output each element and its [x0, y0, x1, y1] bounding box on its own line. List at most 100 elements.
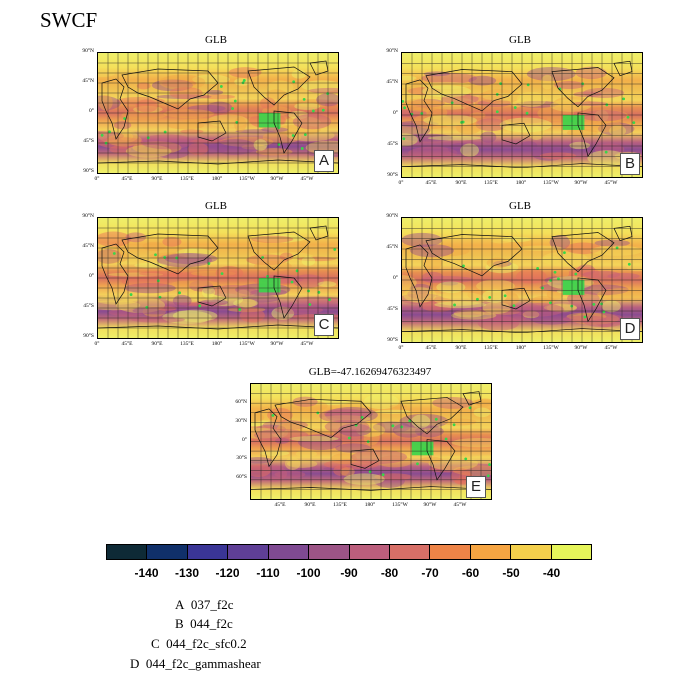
tick-label: 45°W	[604, 345, 618, 351]
legend-key: D	[130, 656, 140, 671]
tick-label: 60°N	[235, 398, 247, 405]
tick-label: 135°E	[180, 176, 194, 182]
tick-label: 180°	[515, 180, 527, 186]
tick-label: 0°	[94, 176, 100, 182]
colorbar-label: -50	[502, 566, 520, 580]
tick-label: 30°N	[235, 417, 247, 424]
panel-b-map	[401, 52, 643, 178]
tick-label: 90°W	[574, 180, 588, 186]
legend-key: A	[175, 597, 185, 612]
tick-label: 45°E	[121, 341, 133, 347]
tick-label: 45°W	[604, 180, 618, 186]
legend-item-c: C 044_f2c_sfc0.2	[151, 636, 247, 652]
tick-label: 180°	[364, 502, 376, 508]
tick-label: 45°E	[121, 176, 133, 182]
tick-label: 90°W	[270, 176, 284, 182]
tick-label: 45°N	[386, 244, 398, 250]
panel-a-title: GLB	[205, 34, 227, 46]
panel-d-map	[401, 217, 643, 343]
tick-label: 90°W	[270, 341, 284, 347]
tick-label: 90°E	[151, 176, 163, 182]
tick-label: 90°S	[83, 333, 94, 339]
tick-label: 135°E	[180, 341, 194, 347]
panel-e-map	[250, 383, 492, 500]
tick-label: 135°W	[543, 180, 559, 186]
tick-label: 45°N	[386, 79, 398, 85]
colorbar-label: -80	[380, 566, 399, 580]
tick-label: 90°N	[82, 213, 94, 219]
tick-label: 0°	[393, 275, 398, 281]
tick-label: 45°S	[83, 138, 94, 144]
tick-label: 0°	[242, 436, 247, 443]
colorbar-swatch	[147, 545, 188, 559]
tick-label: 90°N	[386, 213, 398, 219]
tick-label: 45°S	[387, 306, 398, 312]
colorbar-swatch	[309, 545, 350, 559]
tick-label: 135°W	[392, 502, 408, 508]
panel-c-map	[97, 217, 339, 339]
legend-name: 037_f2c	[190, 597, 234, 612]
tick-label: 45°W	[300, 341, 314, 347]
legend-item-a: A 037_f2c	[175, 597, 234, 613]
tick-label: 30°S	[236, 455, 247, 462]
tick-label: 90°W	[574, 345, 588, 351]
tick-label: 45°E	[274, 502, 286, 508]
colorbar-swatch	[349, 545, 390, 559]
colorbar-label: -130	[174, 566, 200, 580]
colorbar-swatch	[187, 545, 229, 559]
legend-name: 044_f2c_sfc0.2	[166, 636, 247, 651]
tick-label: 0°	[94, 341, 100, 347]
colorbar-swatch	[107, 545, 148, 559]
panel-c-title: GLB	[205, 200, 227, 212]
tick-label: 90°E	[455, 345, 467, 351]
tick-label: 180°	[211, 176, 223, 182]
colorbar-label: -60	[461, 566, 480, 580]
tick-label: 135°E	[484, 180, 498, 186]
tick-label: 180°	[515, 345, 527, 351]
panel-b-title: GLB	[509, 34, 531, 46]
colorbar-swatch	[228, 545, 269, 559]
tick-label: 90°S	[387, 172, 398, 178]
legend-item-d: D 044_f2c_gammashear	[130, 656, 261, 672]
tick-label: 180°	[211, 341, 223, 347]
legend-key: B	[175, 616, 184, 631]
panel-c-letter: C	[314, 314, 334, 336]
panel-a-map	[97, 52, 339, 174]
tick-label: 135°W	[239, 176, 255, 182]
colorbar	[106, 544, 592, 560]
tick-label: 0°	[398, 180, 404, 186]
legend-key: C	[151, 636, 160, 651]
tick-label: 90°N	[82, 48, 94, 54]
tick-label: 45°W	[300, 176, 314, 182]
tick-label: 135°W	[543, 345, 559, 351]
panel-e-letter: E	[466, 476, 486, 498]
colorbar-swatch	[551, 545, 592, 559]
colorbar-label: -100	[296, 566, 321, 580]
tick-label: 90°S	[83, 168, 94, 174]
colorbar-label: -40	[542, 566, 561, 580]
colorbar-swatch	[430, 545, 471, 559]
tick-label: 135°E	[484, 345, 498, 351]
tick-label: 45°N	[82, 78, 94, 84]
tick-label: 90°E	[151, 341, 163, 347]
tick-label: 0°	[393, 110, 398, 116]
tick-label: 90°S	[387, 337, 398, 343]
tick-label: 135°W	[239, 341, 255, 347]
tick-label: 45°E	[425, 345, 437, 351]
tick-label: 45°S	[83, 303, 94, 309]
tick-label: 0°	[398, 345, 404, 351]
tick-label: 0°	[89, 273, 94, 279]
panel-d-title: GLB	[509, 200, 531, 212]
tick-label: 60°S	[236, 474, 247, 481]
tick-label: 0°	[89, 108, 94, 114]
colorbar-label: -70	[421, 566, 439, 580]
panel-d-letter: D	[620, 318, 640, 340]
colorbar-swatch	[470, 545, 512, 559]
tick-label: 45°S	[387, 141, 398, 147]
tick-label: 45°E	[425, 180, 437, 186]
legend-name: 044_f2c	[190, 616, 233, 631]
colorbar-swatch	[268, 545, 310, 559]
tick-label: 90°N	[386, 48, 398, 54]
legend-item-b: B 044_f2c	[175, 616, 233, 632]
colorbar-label: -90	[340, 566, 358, 580]
